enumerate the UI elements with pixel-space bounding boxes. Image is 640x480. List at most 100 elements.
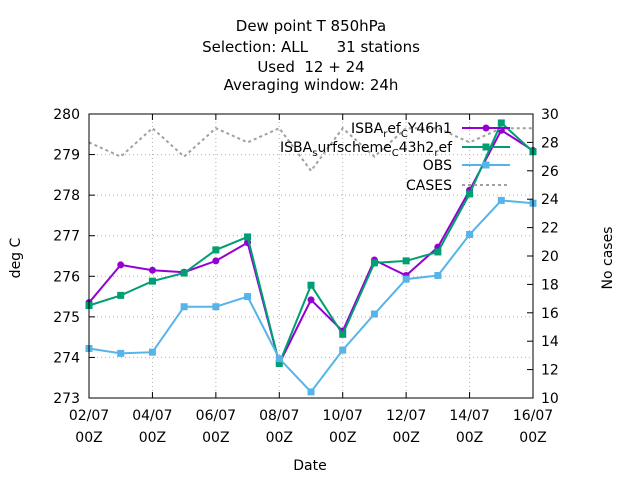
data-point [117,291,125,299]
x-tick-label: 06/07 [196,408,236,424]
legend: ISBArefCY46h1ISBAsurfschemeC43h2refOBSCA… [280,121,510,194]
y2-tick-label: 20 [541,249,559,265]
y-tick-label: 273 [53,391,80,407]
legend-label-part: ISBA [351,121,384,137]
data-point [148,348,156,356]
data-point [148,277,156,285]
legend-label-part: s [312,148,317,159]
series-line [88,126,533,173]
y-tick-label: 279 [53,148,80,164]
y2-tick-label: 14 [541,334,559,350]
x-tick-label: 16/07 [513,408,553,424]
data-point [497,119,505,127]
legend-label-part: ef [438,140,453,156]
axis-ticks: 273 274 275 276 277 278 279 280 10 12 14 16 18 20 22 24… [53,107,559,446]
legend-label: ISBAsurfschemeC43h2ref [280,140,453,159]
data-point [180,269,188,277]
y-tick-label: 278 [53,188,80,204]
x-tick-label: 14/07 [449,408,489,424]
x-tick-label: 02/07 [69,408,109,424]
x-tick-label: 12/07 [386,408,426,424]
y-tick-label: 280 [53,107,80,123]
y2-tick-label: 10 [541,391,559,407]
legend-label-part: C [392,148,399,159]
title-line-3: Used 12 + 24 [257,58,364,76]
legend-label-part: r [383,129,388,140]
data-point [497,196,505,204]
data-point [212,257,220,265]
y-tick-label: 274 [53,350,80,366]
data-point [370,259,378,267]
chart-title: Dew point T 850hPa Selection: ALL 31 sta… [202,17,420,94]
legend-marker [482,124,490,132]
series-layer [85,119,537,396]
y2-tick-label: 16 [541,306,559,322]
legend-marker [482,143,490,151]
series-1 [85,119,537,368]
legend-label-part: urfscheme [317,140,391,156]
data-point [244,293,252,301]
x-tick-label-time: 00Z [202,430,229,446]
x-tick-label: 10/07 [323,408,363,424]
x-tick-label: 04/07 [132,408,172,424]
data-point [212,303,220,311]
data-point [402,275,410,283]
legend-label-part: C [401,129,408,140]
legend-label-part: 43h2 [399,140,435,156]
legend-label: ISBArefCY46h1 [351,121,452,140]
title-line-1: Dew point T 850hPa [236,17,386,35]
series-2 [85,196,537,396]
legend-label-part: r [434,148,439,159]
x-tick-label-time: 00Z [392,430,419,446]
data-point [244,233,252,241]
title-line-4: Averaging window: 24h [224,76,399,94]
y2-tick-label: 22 [541,221,559,237]
legend-label-part: CASES [406,178,452,194]
y2-tick-label: 26 [541,164,559,180]
x-tick-label-time: 00Z [75,430,102,446]
data-point [339,346,347,354]
data-point [180,303,188,311]
data-point [275,355,283,363]
data-point [434,271,442,279]
y-tick-label: 277 [53,229,80,245]
data-point [402,257,410,265]
series-0 [85,126,537,368]
y2-tick-label: 28 [541,135,559,151]
y-axis-label: deg C [8,237,24,278]
legend-label-part: ISBA [280,140,313,156]
legend-label-part: Y46h1 [407,121,452,137]
data-point [148,266,156,274]
series-line [88,199,534,394]
data-point [307,388,315,396]
y-tick-label: 276 [53,269,80,285]
y2-tick-label: 24 [541,192,559,208]
data-point [307,281,315,289]
data-point [339,330,347,338]
y2-tick-label: 30 [541,107,559,123]
legend-label: OBS [423,158,452,174]
data-point [466,230,474,238]
data-point [434,248,442,256]
x-tick-label-time: 00Z [139,430,166,446]
title-line-2: Selection: ALL 31 stations [202,38,420,56]
legend-label-part: ef [387,121,402,137]
y2-tick-label: 12 [541,363,559,379]
legend-marker [482,161,490,169]
y-tick-label: 275 [53,310,80,326]
x-tick-label-time: 00Z [519,430,546,446]
data-point [212,246,220,254]
data-point [370,310,378,318]
series-3 [88,126,533,173]
data-point [275,360,283,368]
x-tick-label-time: 00Z [329,430,356,446]
data-point [307,296,315,304]
legend-label: CASES [406,178,452,194]
series-line [88,121,534,367]
data-point [466,190,474,198]
x-tick-label: 08/07 [259,408,299,424]
x-axis-label: Date [293,458,326,474]
x-tick-label-time: 00Z [266,430,293,446]
y2-axis-label: No cases [600,227,616,290]
